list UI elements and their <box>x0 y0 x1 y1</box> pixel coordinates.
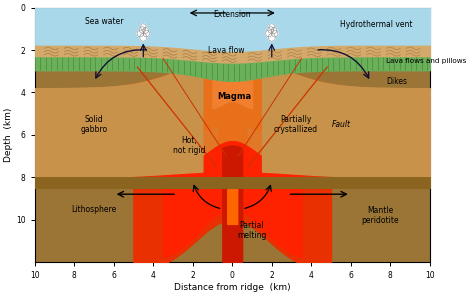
Circle shape <box>265 30 272 37</box>
Circle shape <box>269 24 274 30</box>
Text: Lava flows and pillows: Lava flows and pillows <box>386 58 467 64</box>
Text: Dikes: Dikes <box>386 77 407 86</box>
Circle shape <box>140 24 146 30</box>
Text: Hydrothermal vent: Hydrothermal vent <box>340 20 413 29</box>
Text: Sea water: Sea water <box>84 17 123 26</box>
Circle shape <box>140 33 147 41</box>
Circle shape <box>271 27 277 33</box>
Circle shape <box>268 27 274 33</box>
Circle shape <box>143 30 149 37</box>
Y-axis label: Depth  (km): Depth (km) <box>4 108 13 162</box>
Polygon shape <box>124 57 341 188</box>
Text: Lava flow: Lava flow <box>208 46 245 54</box>
Circle shape <box>137 30 144 37</box>
Text: Mantle
peridotite: Mantle peridotite <box>362 206 399 225</box>
Text: Hot,
not rigid: Hot, not rigid <box>173 136 205 155</box>
Text: Partial
melting: Partial melting <box>237 221 267 240</box>
Text: Solid
gabbro: Solid gabbro <box>80 115 108 134</box>
Text: Lithosphere: Lithosphere <box>71 205 117 213</box>
X-axis label: Distance from ridge  (km): Distance from ridge (km) <box>174 283 291 292</box>
Circle shape <box>272 30 278 37</box>
Text: Partially
crystallized: Partially crystallized <box>273 115 318 134</box>
Circle shape <box>268 33 275 41</box>
Circle shape <box>139 27 145 33</box>
Text: Fault: Fault <box>331 120 350 129</box>
Circle shape <box>143 27 148 33</box>
Text: Extension: Extension <box>213 10 251 19</box>
Text: Magma: Magma <box>217 92 251 101</box>
